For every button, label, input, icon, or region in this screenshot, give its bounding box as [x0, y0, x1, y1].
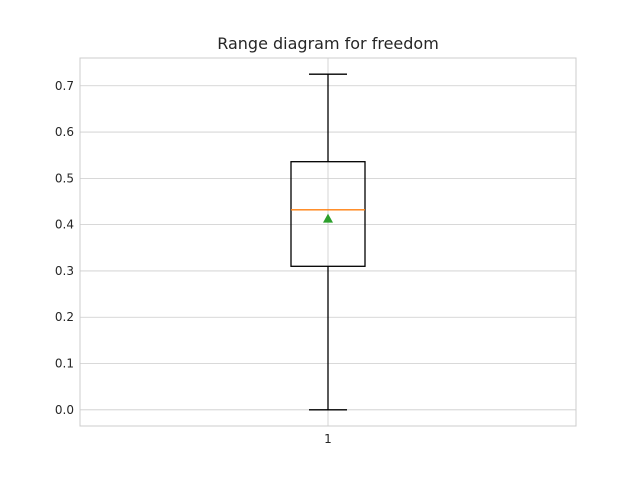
mean-marker	[323, 213, 333, 223]
x-tick-label: 1	[324, 432, 332, 446]
y-tick-label: 0.4	[55, 218, 74, 232]
y-tick-label: 0.6	[55, 125, 74, 139]
axis-ticks: 0.0 0.1 0.2 0.3 0.4 0.5 0.6 0.7 1	[55, 79, 332, 446]
y-tick-label: 0.7	[55, 79, 74, 93]
plot-marks	[290, 73, 366, 411]
y-tick-label: 0.0	[55, 403, 74, 417]
y-tick-label: 0.5	[55, 171, 74, 185]
y-tick-label: 0.2	[55, 310, 74, 324]
iqr-box	[290, 161, 366, 267]
y-tick-label: 0.3	[55, 264, 74, 278]
grid	[80, 58, 576, 426]
y-tick-label: 0.1	[55, 357, 74, 371]
chart-title: Range diagram for freedom	[217, 34, 439, 53]
plot-frame	[79, 57, 577, 427]
